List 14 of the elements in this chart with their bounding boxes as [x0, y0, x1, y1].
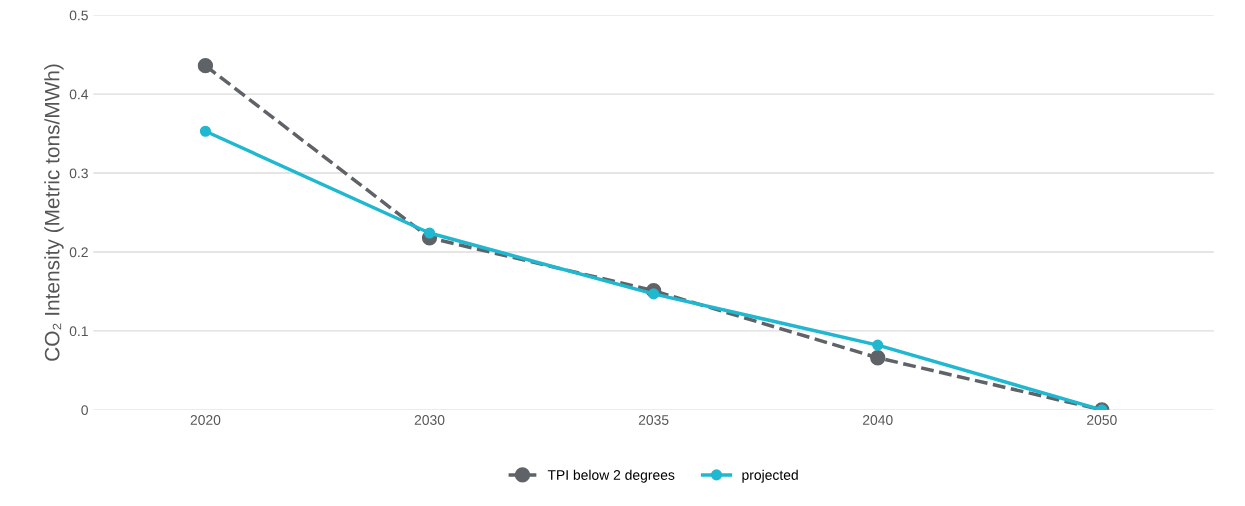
y-tick-label: 0.4: [69, 89, 89, 100]
y-axis-title: CO₂ Intensity (Metric tons/MWh): [44, 64, 64, 361]
y-tick-label: 0.2: [69, 247, 88, 258]
y-tick-label: 0.5: [69, 10, 88, 21]
x-tick-label: 2050: [1087, 415, 1117, 425]
x-tick-label: 2020: [190, 415, 221, 425]
x-tick-label: 2035: [638, 415, 669, 425]
legend-label: TPI below 2 degrees: [547, 469, 675, 483]
x-tick-label: 2030: [414, 415, 445, 425]
y-tick-label: 0: [81, 405, 88, 416]
y-tick-label: 0.3: [69, 168, 88, 179]
x-tick-label: 2040: [862, 415, 893, 425]
y-tick-label: 0.1: [69, 326, 88, 337]
legend-label: projected: [742, 469, 798, 483]
